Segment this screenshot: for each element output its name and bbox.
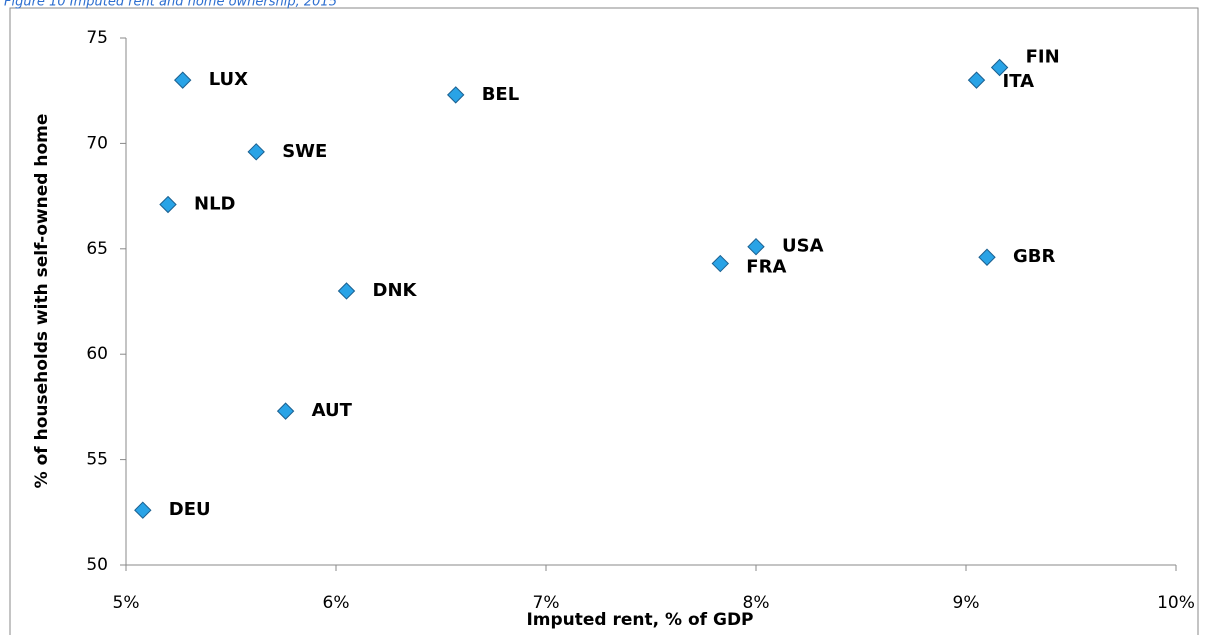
point [173,71,192,89]
point [337,282,356,300]
point-label: GBR [1013,246,1055,267]
point [446,86,465,104]
y-tick-label: 70 [86,133,108,153]
x-tick-label: 7% [533,593,560,613]
point-label: DNK [373,280,418,301]
point-label: FRA [746,257,786,278]
y-tick-label: 55 [86,450,108,470]
x-axis-title: Imputed rent, % of GDP [526,610,753,630]
point [967,71,986,89]
x-tick-label: 6% [323,593,350,613]
point [276,402,295,420]
point-label: NLD [194,194,235,215]
point-label: USA [782,236,824,257]
point-label: LUX [209,69,248,90]
point [247,143,265,161]
point [134,501,152,519]
y-tick-label: 65 [86,239,108,259]
point [747,237,765,256]
chart-border [9,7,1199,635]
point [990,58,1009,77]
point-label: SWE [282,141,327,162]
point-label: ITA [1003,71,1035,92]
y-tick-label: 60 [86,344,108,364]
point-label: BEL [482,84,520,105]
point-label: FIN [1026,47,1060,68]
x-tick-label: 9% [953,593,980,613]
x-tick-label: 10% [1157,593,1195,613]
chart-title: Figure 10 Imputed rent and home ownershi… [4,0,337,10]
point [159,195,177,214]
y-tick-label: 75 [86,28,108,48]
y-axis-title: % of households with self-owned home [32,114,52,489]
point [978,248,996,266]
point-label: AUT [312,400,353,421]
y-tick-label: 50 [86,555,108,575]
point-label: DEU [169,499,211,520]
point [711,254,730,273]
x-tick-label: 8% [743,593,770,613]
x-tick-label: 5% [113,593,140,613]
